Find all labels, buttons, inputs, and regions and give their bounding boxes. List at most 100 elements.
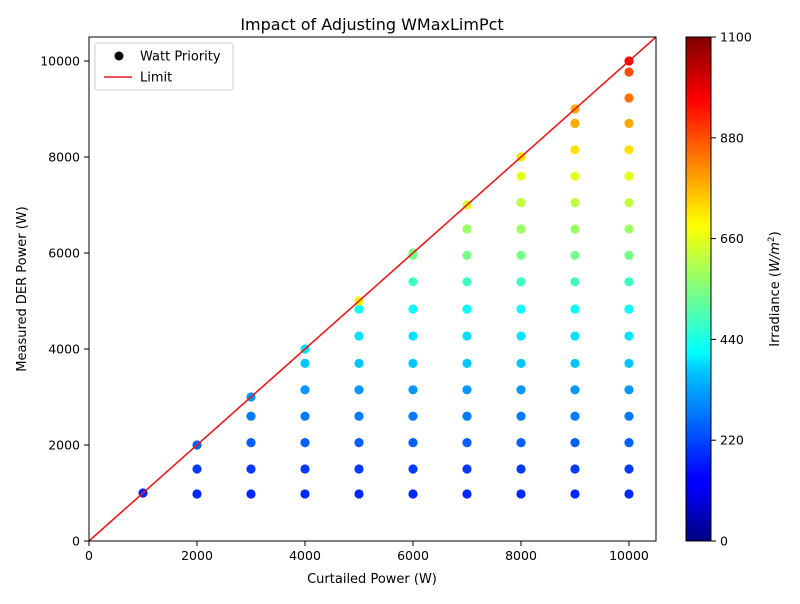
legend-box — [94, 42, 234, 91]
data-point — [246, 464, 256, 474]
data-point — [570, 464, 580, 474]
data-point — [408, 489, 418, 499]
data-point — [354, 385, 364, 395]
data-point — [462, 224, 472, 234]
data-point — [516, 411, 526, 421]
legend: Watt Priority Limit — [94, 42, 234, 91]
data-point — [462, 331, 472, 341]
data-point — [300, 358, 310, 368]
data-point — [624, 464, 634, 474]
data-point — [570, 145, 580, 155]
data-point — [462, 358, 472, 368]
data-point — [624, 358, 634, 368]
data-point — [516, 358, 526, 368]
data-point — [354, 438, 364, 448]
data-point — [462, 464, 472, 474]
data-point — [624, 198, 634, 208]
data-point — [462, 489, 472, 499]
data-point — [570, 489, 580, 499]
data-point — [570, 250, 580, 260]
data-point — [462, 385, 472, 395]
data-point — [516, 489, 526, 499]
data-point — [408, 385, 418, 395]
data-point — [624, 331, 634, 341]
colorbar: 0 220 440 660 880 1100 Irradiance (W/m2) — [685, 30, 783, 549]
data-point — [570, 224, 580, 234]
data-point — [354, 411, 364, 421]
data-point — [516, 331, 526, 341]
x-tick-label: 10000 — [609, 548, 649, 563]
plot-frame — [88, 36, 657, 542]
data-point — [624, 489, 634, 499]
data-point — [570, 411, 580, 421]
colorbar-tick-label: 660 — [720, 231, 744, 246]
data-point — [570, 198, 580, 208]
data-point — [624, 277, 634, 287]
data-point — [300, 464, 310, 474]
data-point — [624, 145, 634, 155]
legend-label-watt-priority: Watt Priority — [140, 50, 221, 65]
data-point — [516, 304, 526, 314]
data-point — [300, 385, 310, 395]
data-point — [462, 250, 472, 260]
data-point — [516, 171, 526, 181]
data-point — [300, 489, 310, 499]
y-tick-label: 2000 — [48, 438, 80, 453]
colorbar-tick-label: 440 — [720, 332, 744, 347]
colorbar-label-suffix: ) — [768, 231, 783, 236]
data-point — [624, 438, 634, 448]
data-point — [408, 411, 418, 421]
colorbar-tick-label: 880 — [720, 130, 744, 145]
data-point — [570, 331, 580, 341]
y-tick-label: 0 — [72, 534, 80, 549]
data-point — [516, 438, 526, 448]
colorbar-label-unit: W/m — [768, 242, 783, 272]
data-point — [516, 224, 526, 234]
data-point — [570, 385, 580, 395]
colorbar-tick-label: 0 — [720, 534, 728, 549]
data-point — [246, 411, 256, 421]
x-tick-label: 6000 — [397, 548, 429, 563]
data-point — [354, 331, 364, 341]
data-points — [138, 56, 634, 499]
data-point — [408, 304, 418, 314]
data-point — [246, 438, 256, 448]
data-point — [300, 438, 310, 448]
data-point — [570, 438, 580, 448]
data-point — [462, 277, 472, 287]
data-point — [462, 438, 472, 448]
data-point — [624, 93, 634, 103]
data-point — [570, 304, 580, 314]
data-point — [408, 331, 418, 341]
y-axis-label: Measured DER Power (W) — [15, 206, 30, 371]
data-point — [354, 304, 364, 314]
data-point — [408, 464, 418, 474]
x-tick-label: 2000 — [181, 548, 213, 563]
y-tick-label: 6000 — [48, 246, 80, 261]
data-point — [408, 358, 418, 368]
plot-area — [88, 36, 657, 542]
x-tick-label: 8000 — [505, 548, 537, 563]
x-axis-ticks: 0 2000 4000 6000 8000 10000 — [85, 541, 649, 563]
y-tick-label: 10000 — [40, 54, 80, 69]
data-point — [624, 224, 634, 234]
data-point — [300, 411, 310, 421]
colorbar-label: Irradiance (W/m2) — [767, 231, 783, 346]
x-axis-label: Curtailed Power (W) — [307, 572, 437, 587]
data-point — [192, 464, 202, 474]
data-point — [192, 489, 202, 499]
data-point — [624, 304, 634, 314]
colorbar-label-prefix: Irradiance ( — [768, 272, 783, 347]
data-point — [516, 277, 526, 287]
data-point — [516, 198, 526, 208]
y-axis-ticks: 0 2000 4000 6000 8000 10000 — [40, 54, 89, 549]
x-tick-label: 0 — [85, 548, 93, 563]
data-point — [570, 118, 580, 128]
legend-marker-watt-priority — [114, 51, 124, 61]
data-point — [354, 489, 364, 499]
chart-title: Impact of Adjusting WMaxLimPct — [240, 15, 503, 34]
limit-line — [89, 37, 656, 541]
data-point — [246, 489, 256, 499]
data-point — [624, 411, 634, 421]
